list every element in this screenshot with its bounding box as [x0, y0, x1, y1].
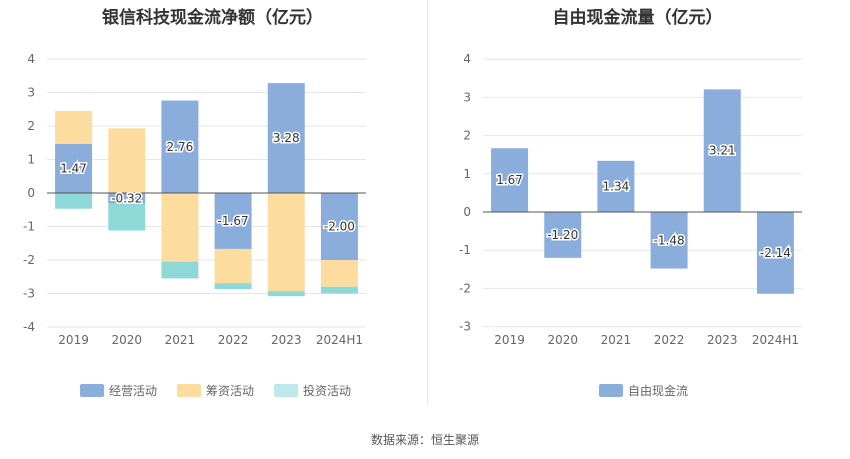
right-bar-primary — [597, 160, 635, 212]
left-bar-investing — [267, 291, 305, 297]
legend-label-fcf: 自由现金流 — [628, 384, 689, 398]
left-bar-financing — [55, 110, 93, 144]
left-x-tick-label: 2021 — [165, 333, 196, 347]
legend-label-operating: 经营活动 — [109, 384, 158, 398]
left-x-tick-label: 2020 — [111, 333, 142, 347]
right-data-label: 3.21 — [709, 144, 736, 158]
left-bar-financing — [320, 260, 358, 287]
left-bar-primary — [108, 193, 146, 204]
right-y-tick-label: 2 — [463, 129, 471, 143]
left-y-tick-label: -1 — [23, 220, 35, 234]
left-bar-financing — [161, 193, 199, 262]
legend-item-fcf[interactable]: 自由现金流 — [599, 382, 688, 399]
left-bar-investing — [214, 283, 252, 290]
right-x-tick-label: 2022 — [654, 333, 685, 347]
right-bar-primary — [756, 212, 794, 294]
right-chart-legend: 自由现金流 — [599, 382, 688, 399]
left-data-label: 3.28 — [273, 131, 300, 145]
right-bar-primary — [703, 89, 741, 212]
legend-swatch-investing — [274, 384, 299, 397]
legend-label-financing: 筹资活动 — [206, 384, 255, 398]
legend-item-financing[interactable]: 筹资活动 — [177, 382, 254, 399]
left-data-label: -2.00 — [324, 220, 355, 234]
left-y-tick-label: 1 — [27, 153, 35, 167]
right-y-tick-label: 1 — [463, 167, 471, 181]
left-y-tick-label: -4 — [23, 320, 35, 334]
right-bar-primary — [650, 212, 688, 269]
right-y-tick-label: -2 — [459, 281, 471, 295]
left-x-tick-label: 2022 — [218, 333, 249, 347]
right-y-tick-label: 4 — [463, 52, 471, 66]
left-data-label: -1.67 — [218, 214, 249, 228]
right-bar-primary — [544, 212, 582, 258]
left-bar-investing — [320, 286, 358, 294]
left-x-tick-label: 2023 — [271, 333, 302, 347]
right-y-tick-label: -3 — [459, 320, 471, 334]
legend-swatch-operating — [80, 384, 104, 397]
left-bar-primary — [161, 100, 199, 193]
right-y-tick-label: 3 — [463, 90, 471, 104]
right-data-label: -1.20 — [547, 228, 578, 242]
right-data-label: -2.14 — [760, 246, 791, 260]
left-y-tick-label: 2 — [27, 119, 35, 133]
left-bar-primary — [320, 193, 358, 260]
left-bar-financing — [267, 193, 305, 292]
legend-item-operating[interactable]: 经营活动 — [80, 382, 157, 399]
right-chart-plot: 4 3 2 1 0 -1 -2 -3 2019 2020 2021 2022 2023 2024H1 1.6… — [459, 52, 802, 347]
chart-right-title: 自由现金流量（亿元） — [552, 8, 723, 28]
legend-label-investing: 投资活动 — [303, 384, 352, 398]
legend-swatch-financing — [177, 384, 202, 397]
right-x-tick-label: 2023 — [707, 333, 738, 347]
left-bar-primary — [55, 143, 93, 193]
left-bar-financing — [214, 248, 252, 284]
right-data-label: 1.67 — [496, 173, 523, 187]
left-bar-primary — [214, 193, 252, 249]
left-bar-primary — [267, 83, 305, 193]
panel-divider — [427, 0, 428, 405]
left-y-tick-label: 4 — [27, 52, 35, 66]
right-x-tick-label: 2020 — [547, 333, 578, 347]
right-data-label: 1.34 — [603, 179, 630, 193]
left-data-label: -0.32 — [111, 191, 142, 205]
left-x-tick-label: 2024H1 — [316, 333, 363, 347]
right-x-tick-label: 2021 — [601, 333, 632, 347]
left-data-label: 2.76 — [167, 140, 194, 154]
left-chart-plot: 4 3 2 1 0 -1 -2 -3 -4 2019 2020 2021 2022 2023 2024H1 1… — [23, 52, 366, 347]
legend-item-investing[interactable]: 投资活动 — [274, 382, 351, 399]
left-y-tick-label: 3 — [27, 86, 35, 100]
right-x-tick-label: 2024H1 — [752, 333, 799, 347]
left-bar-investing — [108, 203, 146, 231]
right-y-tick-label: 0 — [463, 205, 471, 219]
left-chart-legend: 经营活动 筹资活动 投资活动 — [80, 382, 351, 399]
right-data-label: -1.48 — [654, 233, 685, 247]
left-y-tick-label: 0 — [27, 186, 35, 200]
chart-left-title: 银信科技现金流净额（亿元） — [102, 8, 323, 28]
left-bar-investing — [161, 261, 199, 279]
legend-swatch-fcf — [599, 384, 623, 397]
left-y-tick-label: -3 — [23, 287, 35, 301]
left-x-tick-label: 2019 — [58, 333, 89, 347]
right-y-tick-label: -1 — [459, 243, 471, 257]
left-bar-financing — [108, 128, 146, 193]
right-bar-primary — [491, 148, 529, 212]
right-x-tick-label: 2019 — [494, 333, 525, 347]
data-source-note: 数据来源：恒生聚源 — [370, 433, 479, 447]
left-data-label: 1.47 — [60, 161, 87, 175]
left-y-tick-label: -2 — [23, 253, 35, 267]
left-bar-investing — [55, 193, 93, 209]
